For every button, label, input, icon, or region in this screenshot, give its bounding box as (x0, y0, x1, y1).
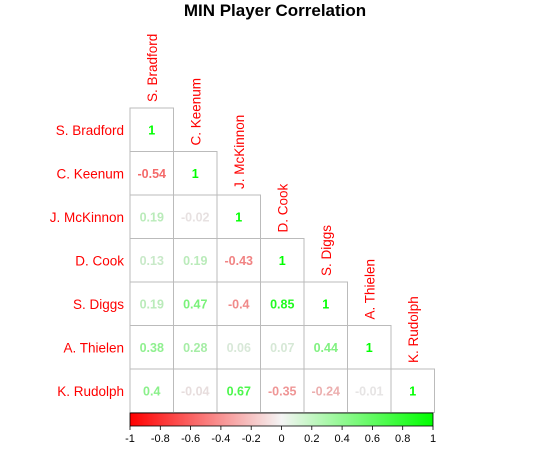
cell-k-rudolph-s-bradford (129, 368, 174, 413)
column-label-c-keenum: C. Keenum (188, 78, 203, 146)
row-label-d-cook: D. Cook (75, 253, 124, 268)
cell-value: 0.06 (227, 341, 251, 355)
cell-value: 1 (366, 341, 373, 355)
cell-a-thielen-d-cook (260, 325, 305, 370)
cell-value: 1 (235, 210, 242, 224)
colorbar-tick-label: -0.6 (181, 433, 200, 445)
row-label-a-thielen: A. Thielen (63, 340, 124, 355)
cell-k-rudolph-d-cook (260, 368, 305, 413)
cell-a-thielen-a-thielen (347, 325, 392, 370)
chart-title: MIN Player Correlation (184, 1, 366, 20)
cell-value: -0.43 (225, 254, 254, 268)
column-label-j-mckinnon: J. McKinnon (232, 115, 247, 189)
column-label-s-diggs: S. Diggs (319, 225, 334, 276)
column-label-a-thielen: A. Thielen (362, 259, 377, 320)
colorbar-tick-label: 0.6 (365, 433, 380, 445)
colorbar-tick-label: 0 (278, 433, 284, 445)
cell-value: 0.13 (140, 254, 164, 268)
row-label-c-keenum: C. Keenum (56, 166, 124, 181)
cell-s-diggs-d-cook (260, 281, 305, 326)
cell-value: -0.04 (181, 384, 210, 398)
cell-k-rudolph-k-rudolph (390, 368, 435, 413)
cell-a-thielen-s-diggs (303, 325, 348, 370)
cell-a-thielen-j-mckinnon (216, 325, 261, 370)
cell-value: -0.01 (355, 384, 384, 398)
cell-value: 0.4 (143, 384, 160, 398)
colorbar-tick-label: -1 (125, 433, 135, 445)
cell-d-cook-d-cook (260, 238, 305, 283)
cell-value: -0.02 (181, 210, 210, 224)
cell-value: 0.19 (183, 254, 207, 268)
row-label-j-mckinnon: J. McKinnon (50, 210, 124, 225)
cell-s-diggs-c-keenum (173, 281, 218, 326)
column-label-k-rudolph: K. Rudolph (406, 296, 421, 363)
cell-value: 1 (279, 254, 286, 268)
colorbar-tick-label: -0.2 (242, 433, 261, 445)
cell-value: 0.85 (270, 297, 294, 311)
cell-value: 0.19 (140, 297, 164, 311)
cell-value: 0.47 (183, 297, 207, 311)
row-label-s-diggs: S. Diggs (73, 297, 124, 312)
row-labels: S. Bradford C. Keenum J. McKinnon D. Cook S.… (50, 123, 125, 399)
cell-k-rudolph-c-keenum (173, 368, 218, 413)
cell-value: 0.44 (314, 341, 338, 355)
row-label-s-bradford: S. Bradford (56, 123, 124, 138)
colorbar-tick-label: 1 (430, 433, 436, 445)
cell-value: 0.07 (270, 341, 294, 355)
colorbar-tick-label: -0.4 (211, 433, 230, 445)
cell-value: 0.38 (140, 341, 164, 355)
cell-value: 0.19 (140, 210, 164, 224)
cell-value: 0.28 (183, 341, 207, 355)
cell-value: 0.67 (227, 384, 251, 398)
cell-a-thielen-c-keenum (173, 325, 218, 370)
column-label-d-cook: D. Cook (275, 183, 290, 232)
correlation-cells: 1 -0.54 1 0.19 -0.02 1 0.13 0.19 -0.43 1 0.19 0.47 -… (129, 107, 435, 413)
cell-d-cook-c-keenum (173, 238, 218, 283)
cell-c-keenum-s-bradford (129, 151, 174, 196)
row-label-k-rudolph: K. Rudolph (57, 384, 124, 399)
cell-k-rudolph-a-thielen (347, 368, 392, 413)
colorbar-tick-label: -0.8 (151, 433, 170, 445)
cell-j-mckinnon-j-mckinnon (216, 194, 261, 239)
cell-value: -0.4 (228, 297, 250, 311)
cell-a-thielen-s-bradford (129, 325, 174, 370)
cell-value: -0.35 (268, 384, 297, 398)
cell-value: 1 (322, 297, 329, 311)
cell-s-bradford-s-bradford (129, 107, 174, 152)
colorbar-tick-label: 0.2 (304, 433, 319, 445)
colorbar: -1 -0.8 -0.6 -0.4 -0.2 0 0.2 0.4 0.6 0.8 1 (125, 412, 436, 445)
cell-value: 1 (192, 167, 199, 181)
cell-value: -0.54 (138, 167, 167, 181)
cell-value: -0.24 (312, 384, 341, 398)
cell-value: 1 (148, 123, 155, 137)
column-label-s-bradford: S. Bradford (145, 34, 160, 102)
column-labels: S. Bradford C. Keenum J. McKinnon D. Cook S.… (145, 34, 421, 363)
colorbar-tick-label: 0.8 (395, 433, 410, 445)
cell-value: 1 (409, 384, 416, 398)
colorbar-tick-label: 0.4 (334, 433, 349, 445)
colorbar-gradient (129, 412, 434, 427)
